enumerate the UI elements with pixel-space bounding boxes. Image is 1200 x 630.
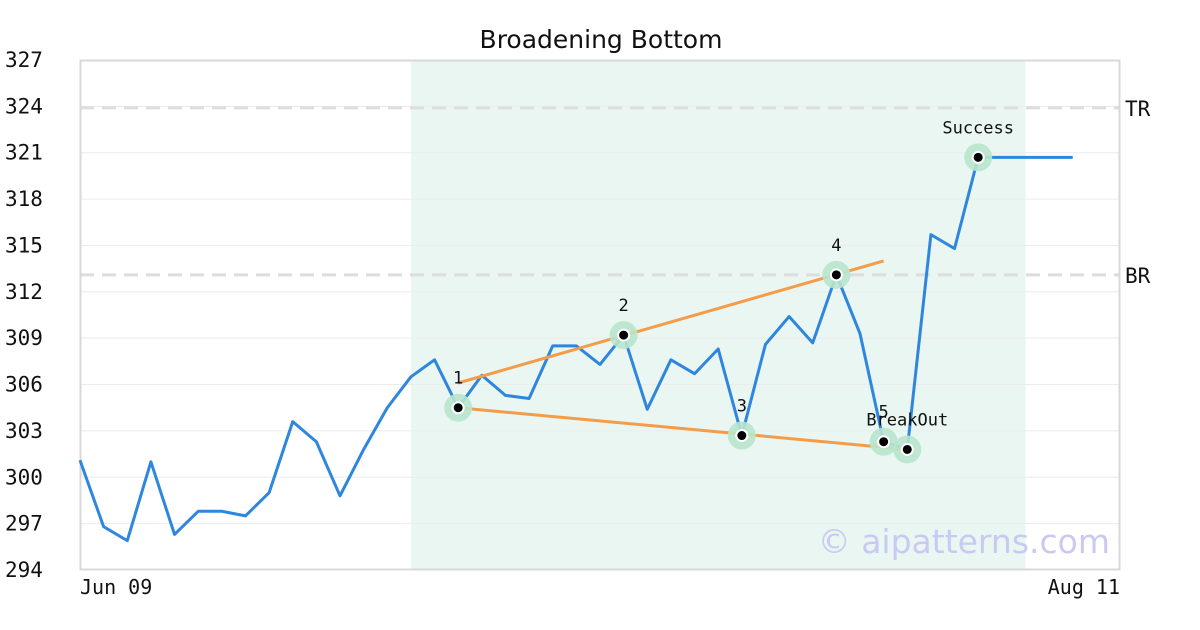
watermark: © aipatterns.com <box>818 522 1110 561</box>
point-marker <box>451 401 465 415</box>
point-marker <box>971 150 985 164</box>
point-label: 2 <box>619 296 629 316</box>
y-tick-label: 300 <box>5 465 43 489</box>
x-axis: Jun 09 Aug 11 <box>80 575 1120 599</box>
y-tick-label: 312 <box>5 280 43 304</box>
point-marker <box>900 442 914 456</box>
point-marker <box>617 328 631 342</box>
point-label: 4 <box>831 236 841 256</box>
chart-title: Broadening Bottom <box>480 25 723 54</box>
point-label: 5 <box>879 403 889 423</box>
level-label: BR <box>1125 264 1151 288</box>
y-tick-label: 315 <box>5 233 43 257</box>
x-tick-label: Aug 11 <box>1048 575 1120 599</box>
pattern-shading <box>410 60 1026 570</box>
y-axis: 294 297 300 303 306 309 312 315 318 321 324 327 <box>5 48 43 582</box>
y-tick-label: 318 <box>5 187 43 211</box>
y-tick-label: 294 <box>5 558 43 582</box>
level-label: TR <box>1125 97 1151 121</box>
trendline <box>458 406 908 451</box>
y-tick-label: 303 <box>5 419 43 443</box>
y-tick-label: 321 <box>5 141 43 165</box>
point-marker <box>829 268 843 282</box>
plot-frame <box>79 59 1121 571</box>
y-tick-label: 324 <box>5 94 43 118</box>
pattern-points <box>444 143 993 464</box>
trendlines <box>457 259 908 451</box>
trendline <box>457 259 885 385</box>
y-tick-label: 327 <box>5 48 43 72</box>
x-tick-label: Jun 09 <box>80 575 152 599</box>
point-marker <box>735 429 749 443</box>
point-label: 3 <box>737 397 747 417</box>
point-label: 1 <box>453 369 463 389</box>
y-tick-label: 297 <box>5 512 43 536</box>
resistance-levels: TR BR <box>80 97 1151 288</box>
point-label: BreakOut <box>866 410 948 430</box>
point-label: Success <box>942 118 1014 138</box>
y-tick-label: 309 <box>5 326 43 350</box>
point-marker <box>877 435 891 449</box>
y-tick-label: 306 <box>5 373 43 397</box>
pattern-region <box>410 60 1026 570</box>
